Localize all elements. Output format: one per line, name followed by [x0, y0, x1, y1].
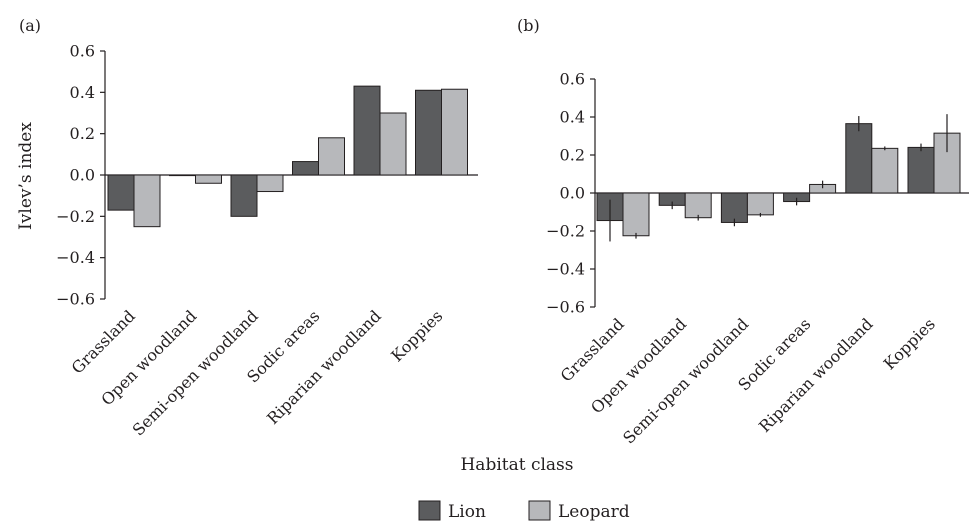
- panel-label-a: (a): [19, 16, 41, 35]
- bar-lion-a: [353, 85, 381, 176]
- category-label-b: Semi-open woodland: [619, 314, 752, 447]
- bar-leopard-b: [684, 192, 712, 219]
- bar-lion-a: [169, 174, 196, 177]
- y-tick-label-a: −0.2: [56, 207, 95, 226]
- category-label-b: Riparian woodland: [755, 314, 877, 436]
- legend-label-lion: Lion: [448, 502, 486, 522]
- bar-leopard-b: [871, 147, 899, 194]
- y-tick-label-a: −0.6: [56, 290, 95, 309]
- category-label-b: Koppies: [880, 314, 939, 373]
- panel-a: (a) Ivlev’s index 0.6 0.4 0.2 0.0 −0.2 −0.4 −0.6…: [16, 16, 478, 440]
- bar-leopard-a: [441, 88, 468, 176]
- y-tick-label-b: −0.4: [546, 260, 585, 279]
- y-tick-label-b: 0.0: [560, 184, 585, 203]
- bar-lion-b: [907, 146, 935, 194]
- panel-b: (b)0.60.40.20.0−0.2−0.4−0.6GrasslandOpen…: [517, 16, 969, 448]
- bar-lion-b: [720, 192, 748, 223]
- y-axis-title-a: Ivlev’s index: [16, 122, 36, 230]
- bar-leopard-b: [746, 192, 774, 216]
- y-tick-label-a: 0.0: [70, 166, 95, 185]
- category-label-a: Koppies: [387, 306, 446, 365]
- y-tick-label-b: 0.6: [560, 70, 585, 89]
- legend-label-leopard: Leopard: [558, 502, 630, 522]
- category-label-a: Riparian woodland: [263, 306, 385, 428]
- y-tick-label-a: 0.2: [70, 124, 95, 143]
- y-tick-label-b: −0.2: [546, 222, 585, 241]
- bar-lion-b: [845, 123, 873, 194]
- y-tick-label-b: 0.4: [560, 108, 585, 127]
- y-tick-label-a: 0.4: [70, 83, 95, 102]
- bar-lion-a: [107, 174, 135, 211]
- y-tick-label-b: −0.6: [546, 298, 585, 317]
- legend-swatch-lion: [418, 500, 441, 521]
- legend: Lion Leopard: [418, 500, 630, 522]
- bar-leopard-a: [133, 174, 161, 228]
- category-label-a: Semi-open woodland: [129, 306, 262, 439]
- y-tick-label-a: 0.6: [70, 42, 95, 61]
- y-tick-label-b: 0.2: [560, 146, 585, 165]
- panel-label-b: (b): [517, 16, 540, 35]
- bar-lion-a: [292, 161, 319, 176]
- bar-leopard-a: [256, 174, 284, 193]
- bar-leopard-b: [622, 192, 650, 237]
- legend-swatch-leopard: [528, 500, 551, 521]
- bar-leopard-a: [379, 112, 407, 176]
- y-tick-label-a: −0.4: [56, 248, 95, 267]
- bar-leopard-a: [195, 174, 222, 184]
- bar-lion-a: [415, 89, 442, 176]
- bar-lion-a: [230, 174, 258, 217]
- x-axis-title: Habitat class: [460, 455, 573, 475]
- bar-leopard-a: [318, 137, 345, 176]
